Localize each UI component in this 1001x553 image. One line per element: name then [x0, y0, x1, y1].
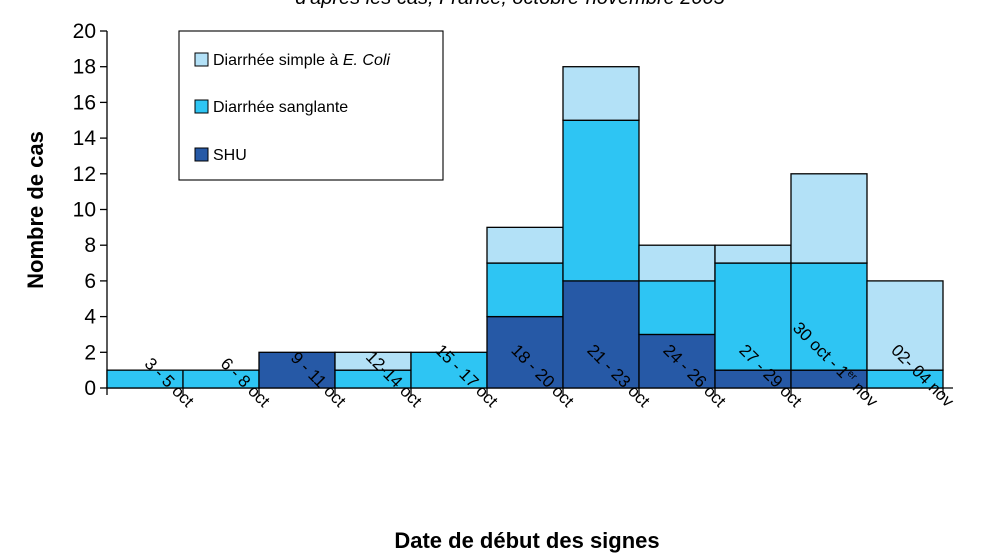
bar-segment-diarrhee-simple	[638, 244, 716, 282]
bar-segment-diarrhee-simple	[866, 280, 944, 371]
y-tick-label: 8	[84, 234, 96, 257]
bar-segment-diarrhee-sanglante	[562, 119, 640, 282]
y-tick-label: 20	[73, 20, 96, 43]
y-tick-label: 10	[73, 199, 96, 222]
bar-segment-diarrhee-simple	[562, 66, 640, 121]
bar-segment-shu	[486, 315, 564, 389]
bars	[106, 66, 944, 389]
bar-segment-shu	[562, 280, 640, 389]
bar-segment-diarrhee-sanglante	[638, 280, 716, 336]
y-tick-label: 4	[84, 306, 96, 329]
legend-swatch	[194, 99, 209, 114]
y-tick-label: 16	[73, 91, 96, 114]
x-axis-label: Date de début des signes	[394, 528, 659, 553]
y-tick-label: 12	[73, 163, 96, 186]
bar-segment-diarrhee-sanglante	[486, 262, 564, 318]
chart-title: d'après les cas, France, octobre-novembr…	[295, 0, 725, 9]
bar-segment-shu	[258, 351, 336, 389]
y-tick-labels: 0 2 4 6 8 10 12 14 16 18 20	[73, 20, 107, 400]
y-axis-label: Nombre de cas	[23, 131, 48, 289]
y-tick-label: 2	[84, 341, 96, 364]
bar-segment-diarrhee-sanglante	[790, 262, 868, 371]
legend: Diarrhée simple à E. Coli Diarrhée sangla…	[178, 30, 444, 181]
y-tick-label: 0	[84, 377, 96, 400]
bar-segment-diarrhee-simple	[714, 244, 792, 264]
legend-label: Diarrhée sanglante	[213, 99, 348, 116]
y-tick-label: 18	[73, 56, 96, 79]
legend-label: SHU	[213, 147, 247, 164]
bar-segment-diarrhee-simple	[486, 226, 564, 264]
y-tick-label: 14	[73, 127, 97, 150]
legend-box	[178, 30, 444, 181]
bar-segment-diarrhee-sanglante	[714, 262, 792, 371]
bar-segment-diarrhee-sanglante	[410, 351, 488, 389]
legend-swatch	[194, 52, 209, 67]
y-tick-label: 6	[84, 270, 96, 293]
legend-label: Diarrhée simple à E. Coli	[213, 52, 390, 69]
bar-segment-diarrhee-simple	[790, 173, 868, 264]
legend-swatch	[194, 147, 209, 162]
